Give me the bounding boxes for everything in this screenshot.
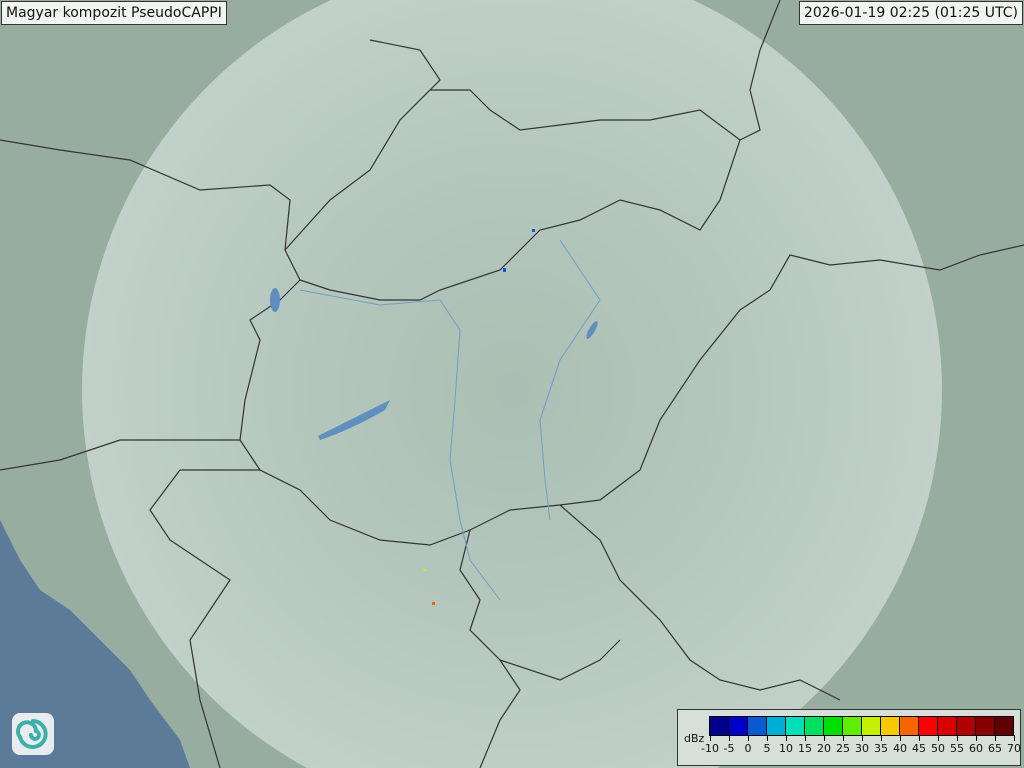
legend-bin xyxy=(900,717,919,735)
timestamp-label: 2026-01-19 02:25 (01:25 UTC) xyxy=(798,1,1023,25)
legend-tick xyxy=(804,735,806,741)
legend-tick-label: -10 xyxy=(701,742,719,755)
legend-bin xyxy=(843,717,862,735)
legend-tick xyxy=(880,735,882,741)
legend-tick-label: 20 xyxy=(817,742,831,755)
legend-tick xyxy=(823,735,825,741)
legend-tick-label: 70 xyxy=(1007,742,1021,755)
legend-unit: dBz xyxy=(684,732,705,745)
legend-tick xyxy=(728,735,730,741)
legend-tick-label: 10 xyxy=(779,742,793,755)
legend-tick xyxy=(842,735,844,741)
legend-tick xyxy=(899,735,901,741)
legend-bin xyxy=(786,717,805,735)
legend-tick-label: 55 xyxy=(950,742,964,755)
legend-tick xyxy=(937,735,939,741)
legend-tick xyxy=(994,735,996,741)
legend-tick-label: 40 xyxy=(893,742,907,755)
legend-bin xyxy=(938,717,957,735)
legend-bin xyxy=(881,717,900,735)
legend-tick-label: 45 xyxy=(912,742,926,755)
legend-tick xyxy=(918,735,920,741)
omsz-logo-icon[interactable] xyxy=(12,713,54,755)
legend-bin xyxy=(957,717,976,735)
legend-tick xyxy=(861,735,863,741)
legend-bin xyxy=(805,717,824,735)
product-title: Magyar kompozit PseudoCAPPI xyxy=(1,1,227,25)
legend-bin xyxy=(995,717,1013,735)
legend-ticks: -10 -5 0 5 10 15 20 25 30 35 40 45 50 55 60 65 70 xyxy=(678,710,1021,765)
legend-bin xyxy=(710,717,729,735)
legend-bin xyxy=(976,717,995,735)
legend-tick-label: 15 xyxy=(798,742,812,755)
legend-tick xyxy=(1013,735,1015,741)
legend-tick xyxy=(956,735,958,741)
lakes xyxy=(270,288,598,440)
legend-tick-label: 35 xyxy=(874,742,888,755)
legend-tick-label: 0 xyxy=(744,742,752,755)
legend-bin xyxy=(919,717,938,735)
legend-tick xyxy=(975,735,977,741)
adriatic-sea xyxy=(0,520,190,768)
dbz-color-legend: dBz -10 -5 0 5 10 15 20 25 30 35 40 45 50 55 60 65 70 xyxy=(677,709,1021,766)
legend-tick xyxy=(766,735,768,741)
legend-bin xyxy=(767,717,786,735)
legend-tick xyxy=(785,735,787,741)
legend-tick xyxy=(747,735,749,741)
legend-tick-label: -5 xyxy=(723,742,735,755)
rivers xyxy=(299,239,601,601)
legend-bin xyxy=(729,717,748,735)
legend-tick-label: 30 xyxy=(855,742,869,755)
legend-tick-label: 60 xyxy=(969,742,983,755)
legend-tick-label: 5 xyxy=(763,742,771,755)
legend-tick xyxy=(709,735,711,741)
legend-bin xyxy=(748,717,767,735)
legend-tick-label: 50 xyxy=(931,742,945,755)
legend-bin xyxy=(862,717,881,735)
legend-tick-label: 25 xyxy=(836,742,850,755)
legend-bin xyxy=(824,717,843,735)
radar-coverage-area xyxy=(82,0,942,768)
legend-tick-label: 65 xyxy=(988,742,1002,755)
radar-echoes xyxy=(423,229,535,605)
